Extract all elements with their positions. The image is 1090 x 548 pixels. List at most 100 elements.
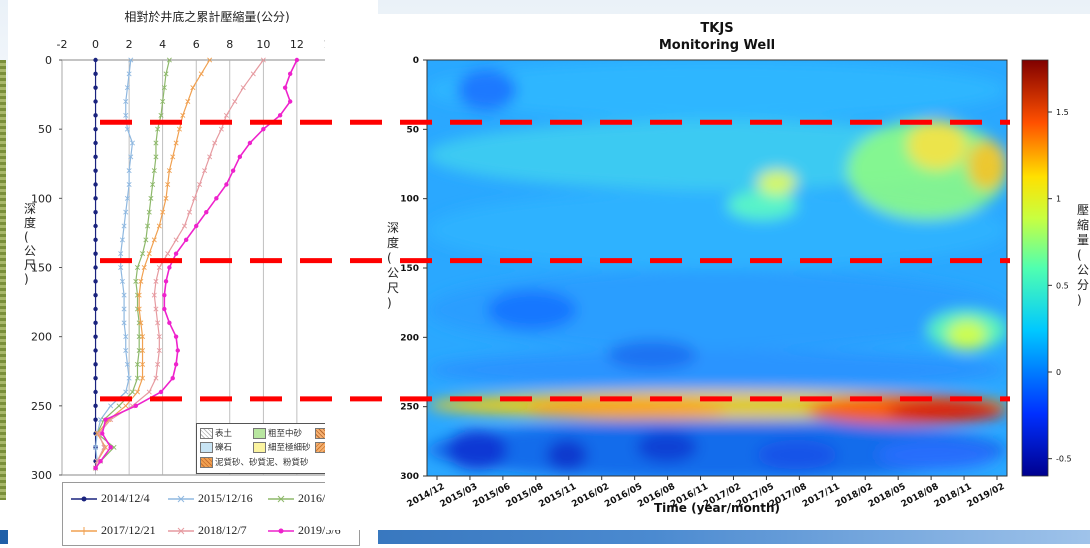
data-point	[93, 209, 98, 215]
data-point	[232, 98, 238, 105]
data-point	[119, 237, 125, 243]
x-tick-label: 8	[226, 38, 233, 51]
y-tick-label: 150	[400, 264, 419, 274]
heatmap-title: TKJS	[700, 21, 733, 36]
y-tick-label: 0	[45, 54, 52, 67]
data-point	[93, 223, 98, 229]
data-point	[150, 181, 156, 188]
data-point	[138, 320, 144, 326]
data-point	[93, 362, 98, 367]
data-point	[224, 182, 229, 187]
data-point	[202, 168, 208, 174]
data-point	[192, 195, 198, 201]
data-point	[133, 278, 139, 284]
data-point	[129, 140, 135, 146]
y-tick-labels: 0 50 100 150 200 250 300	[31, 54, 52, 482]
data-point	[207, 57, 213, 63]
data-point	[121, 320, 127, 326]
y-tick-label: 250	[400, 403, 419, 413]
chart-title: 相對於井底之累計壓縮量(公分)	[124, 9, 289, 24]
data-point	[166, 57, 172, 63]
data-point	[158, 389, 164, 395]
y-tick-label: 50	[38, 123, 52, 136]
data-point	[163, 195, 169, 201]
data-point	[123, 209, 129, 215]
data-point	[93, 154, 98, 160]
data-point	[170, 154, 176, 160]
data-point	[126, 375, 132, 381]
data-point	[129, 389, 135, 395]
data-point	[93, 334, 98, 339]
compaction-heatmap-chart: TKJS Monitoring Well 0 50 100 150 200 250 300 …	[325, 14, 1090, 530]
data-point	[167, 265, 172, 270]
soil-item-fine-sand: 細至極細砂	[253, 441, 311, 453]
data-point	[156, 334, 162, 340]
data-point	[93, 99, 98, 104]
compaction-profile-chart: 相對於井底之累計壓縮量(公分) -20246810121416 05010015…	[8, 0, 378, 544]
data-point	[162, 306, 167, 312]
soil-label: 礫石	[215, 443, 233, 453]
data-point	[128, 154, 134, 160]
gravel-swatch	[200, 441, 213, 453]
data-point	[218, 126, 224, 132]
data-point	[277, 113, 283, 118]
data-point	[93, 375, 98, 381]
data-point	[93, 320, 98, 326]
data-point	[146, 209, 152, 215]
data-point	[103, 417, 108, 422]
data-point	[155, 320, 161, 326]
data-point	[93, 126, 98, 132]
data-point	[173, 334, 179, 339]
data-point	[158, 112, 164, 118]
legend-line-icon	[71, 526, 97, 535]
muddy-sand-swatch	[200, 456, 213, 468]
data-point	[140, 347, 146, 354]
data-point	[153, 154, 159, 160]
data-point	[126, 168, 132, 174]
data-point	[156, 223, 162, 229]
data-point	[140, 361, 146, 367]
data-point	[121, 292, 127, 298]
y-tick-label: 50	[406, 125, 419, 135]
soil-label: 細至極細砂	[268, 443, 311, 453]
data-point	[240, 85, 246, 91]
data-point	[173, 140, 179, 146]
data-point	[146, 251, 152, 257]
colorbar-ticks: 1.5 1 0.5 0 -0.5	[1048, 108, 1072, 464]
data-point	[180, 112, 186, 118]
colorbar-label: 壓縮量(公分)	[1077, 203, 1089, 307]
data-point	[126, 181, 132, 188]
coarse-sand-swatch	[253, 427, 266, 439]
data-point	[93, 140, 98, 146]
data-point	[143, 237, 149, 243]
data-point	[94, 430, 100, 437]
data-point	[123, 334, 129, 340]
legend-line-icon	[268, 528, 294, 533]
data-point	[287, 71, 293, 77]
data-point	[153, 140, 159, 146]
data-point	[151, 292, 157, 298]
data-point	[173, 362, 179, 367]
data-point	[93, 113, 98, 118]
data-point	[128, 57, 134, 63]
data-point	[118, 251, 124, 257]
data-point	[151, 168, 157, 174]
data-point	[186, 209, 193, 215]
heatmap-svg: TKJS Monitoring Well 050100150200250300 …	[387, 21, 1089, 515]
data-point	[134, 389, 141, 395]
data-point	[93, 71, 98, 77]
data-point	[140, 251, 146, 257]
data-point	[134, 264, 141, 271]
y-axis-label: 深度(公尺)	[24, 202, 36, 286]
x-tick-labels: -20246810121416	[57, 38, 371, 51]
y-tick-label: 0	[413, 56, 419, 66]
data-point	[124, 195, 130, 201]
grid-lines	[59, 59, 365, 476]
x-axis-label: Time (year/month)	[654, 501, 780, 515]
data-point	[93, 251, 98, 256]
data-point	[247, 140, 253, 146]
data-point	[93, 403, 98, 409]
data-point	[93, 85, 98, 90]
data-point	[108, 403, 114, 409]
data-point	[93, 237, 98, 243]
